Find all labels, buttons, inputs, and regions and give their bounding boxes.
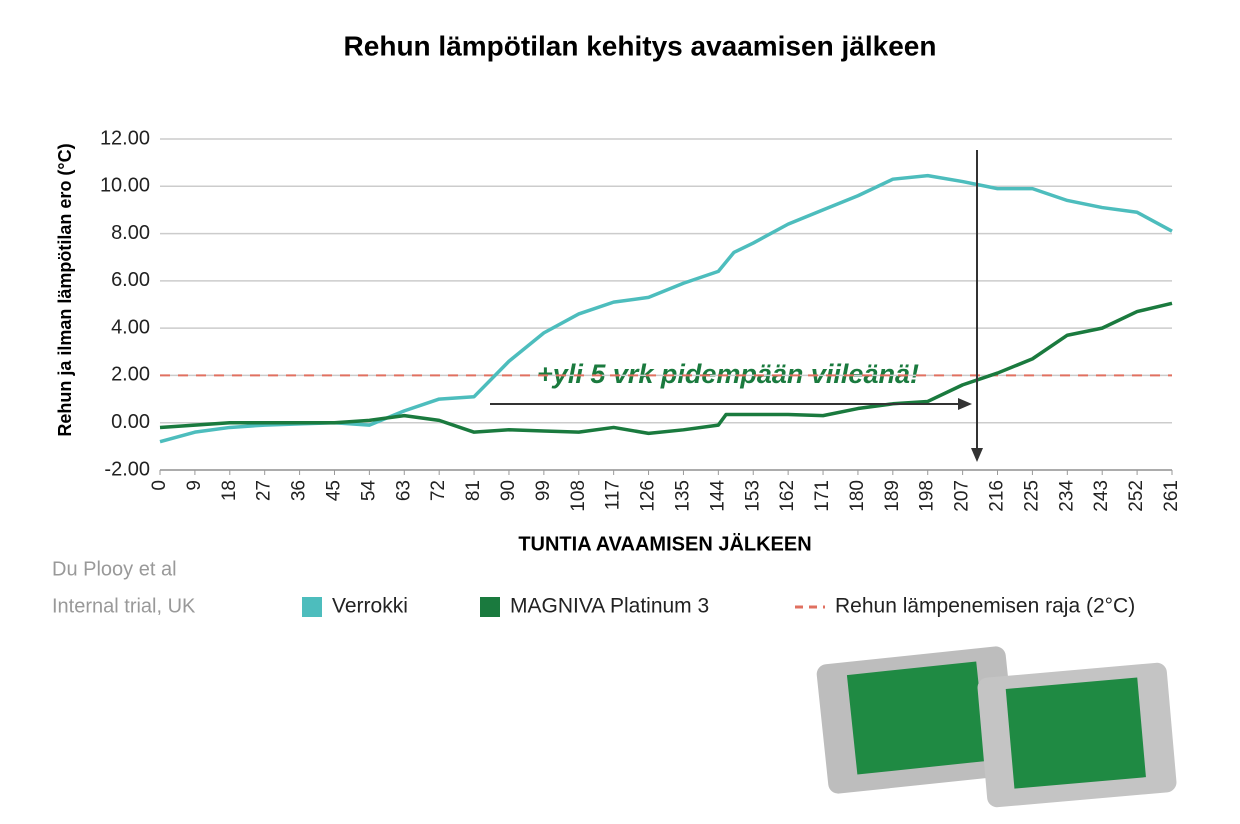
legend-label: Rehun lämpenemisen raja (2°C) xyxy=(835,595,1135,618)
y-tick-label: 6.00 xyxy=(111,269,150,291)
x-tick-label: 63 xyxy=(393,480,414,501)
y-tick-label: 4.00 xyxy=(111,316,150,338)
x-tick-label: 81 xyxy=(463,480,484,501)
x-tick-label: 180 xyxy=(847,480,868,512)
x-tick-label: 54 xyxy=(358,480,379,502)
x-tick-label: 216 xyxy=(987,480,1008,512)
x-tick-label: 108 xyxy=(568,480,589,512)
x-tick-label: 144 xyxy=(707,480,728,512)
x-tick-label: 0 xyxy=(149,480,170,491)
legend-swatch xyxy=(302,597,322,617)
arrow-head xyxy=(971,448,983,462)
source: Du Plooy et al xyxy=(52,558,177,580)
x-tick-label: 27 xyxy=(254,480,275,501)
y-axis-title: Rehun ja ilman lämpötilan ero (°C) xyxy=(55,143,75,436)
x-tick-label: 45 xyxy=(323,480,344,501)
x-axis-title: TUNTIA AVAAMISEN JÄLKEEN xyxy=(518,532,811,555)
x-tick-label: 90 xyxy=(498,480,519,501)
x-tick-label: 207 xyxy=(952,480,973,512)
x-tick-label: 252 xyxy=(1126,480,1147,512)
x-tick-label: 99 xyxy=(533,480,554,501)
legend-label: Verrokki xyxy=(332,595,408,618)
x-tick-label: 72 xyxy=(428,480,449,501)
x-tick-label: 36 xyxy=(289,480,310,501)
y-tick-label: 10.00 xyxy=(100,175,150,197)
x-tick-label: 135 xyxy=(672,480,693,512)
chart-title: Rehun lämpötilan kehitys avaamisen jälke… xyxy=(344,30,937,61)
x-tick-label: 261 xyxy=(1161,480,1182,512)
source: Internal trial, UK xyxy=(52,595,196,617)
x-tick-label: 234 xyxy=(1056,480,1077,512)
y-tick-label: 12.00 xyxy=(100,127,150,149)
legend-swatch xyxy=(480,597,500,617)
y-tick-label: 0.00 xyxy=(111,411,150,433)
x-tick-label: 171 xyxy=(812,480,833,512)
x-tick-label: 189 xyxy=(882,480,903,512)
series-line xyxy=(159,301,1173,436)
y-tick-label: 8.00 xyxy=(111,222,150,244)
x-tick-label: 153 xyxy=(742,480,763,512)
x-tick-label: 117 xyxy=(603,480,624,510)
x-tick-label: 198 xyxy=(917,480,938,512)
x-tick-label: 162 xyxy=(777,480,798,512)
x-tick-label: 243 xyxy=(1091,480,1112,512)
x-tick-label: 18 xyxy=(219,480,240,501)
series-line xyxy=(159,173,1173,444)
product-image xyxy=(816,646,1177,808)
arrow-head xyxy=(958,398,972,410)
x-tick-label: 126 xyxy=(638,480,659,512)
y-tick-label: -2.00 xyxy=(104,458,150,480)
y-tick-label: 2.00 xyxy=(111,364,150,386)
legend-label: MAGNIVA Platinum 3 xyxy=(510,595,709,618)
x-tick-label: 9 xyxy=(184,480,205,491)
annotation: +yli 5 vrk pidempään viileänä! xyxy=(537,359,919,389)
x-tick-label: 225 xyxy=(1021,480,1042,512)
